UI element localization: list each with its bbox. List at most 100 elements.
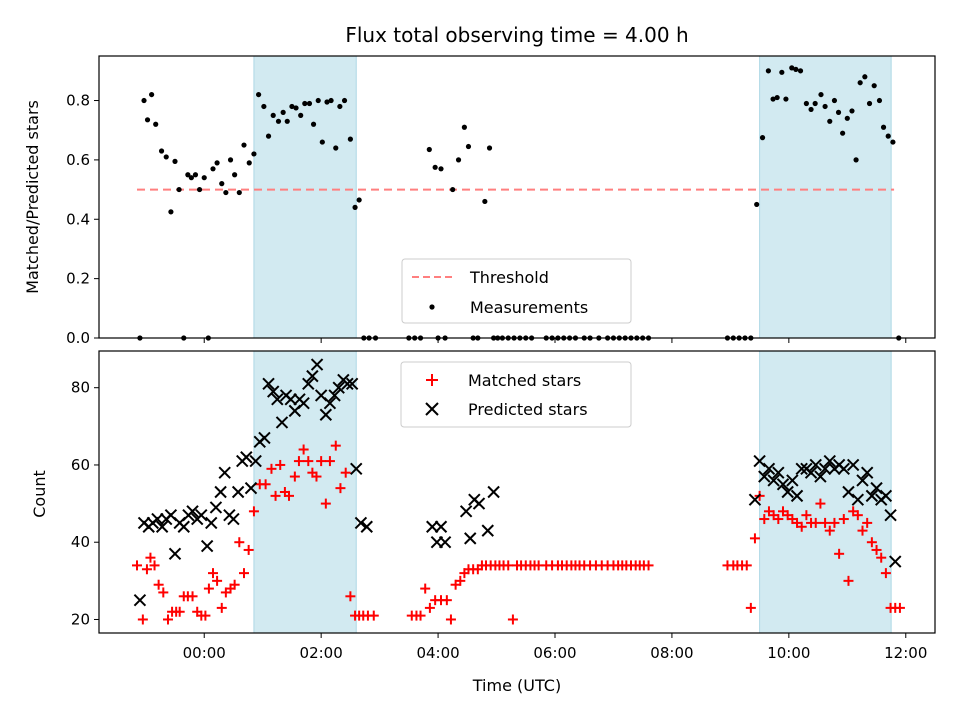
matched-star-point — [289, 471, 300, 482]
predicted-star-point — [434, 520, 448, 533]
x-tick-label: 02:00 — [300, 644, 343, 662]
x-tick-label: 00:00 — [183, 644, 226, 662]
ratio-y-axis-label: Matched/Predicted stars — [23, 100, 42, 294]
matched-star-point — [149, 560, 160, 571]
matched-star-point — [340, 467, 351, 478]
measurement-point — [827, 118, 833, 124]
counts-plot-frame — [98, 350, 936, 634]
measurement-point — [808, 106, 814, 113]
x-tick-label: 10:00 — [767, 644, 810, 662]
predicted-star-point — [297, 396, 310, 410]
predicted-star-point — [186, 505, 199, 518]
matched-star-point — [368, 610, 379, 621]
matched-star-point — [759, 514, 770, 525]
measurement-point — [328, 97, 334, 104]
predicted-star-point — [795, 462, 808, 476]
predicted-star-point — [360, 520, 373, 533]
measurement-point — [210, 166, 216, 172]
predicted-star-point — [823, 454, 836, 468]
matched-star-point — [801, 510, 812, 521]
measurement-point — [774, 94, 780, 101]
predicted-star-point — [879, 489, 893, 503]
x-tick-label: 06:00 — [533, 644, 576, 662]
measurement-point — [849, 108, 855, 114]
measurement-point — [347, 136, 353, 142]
matched-star-point — [843, 575, 854, 586]
predicted-star-point — [851, 493, 865, 506]
matched-star-point — [248, 506, 259, 517]
measurement-point — [754, 201, 760, 208]
matched-star-point — [820, 517, 831, 528]
chart-title: Flux total observing time = 4.00 h — [345, 23, 688, 47]
matched-star-point — [894, 602, 905, 613]
predicted-star-point — [865, 489, 879, 503]
predicted-star-point — [846, 458, 860, 472]
measurement-point — [482, 198, 488, 205]
matched-star-point — [303, 456, 314, 467]
measurement-point — [176, 186, 182, 193]
matched-star-point — [145, 552, 156, 563]
predicted-star-point — [889, 555, 902, 568]
predicted-star-point — [870, 481, 883, 495]
predicted-star-point — [856, 474, 869, 487]
measurement-point — [270, 112, 276, 118]
matched-star-point — [838, 514, 849, 525]
measurement-point — [192, 172, 199, 178]
predicted-star-point — [195, 508, 208, 522]
measurement-point — [196, 186, 203, 193]
predicted-star-point — [271, 393, 284, 406]
measurement-point — [341, 97, 348, 104]
counts-y-axis-label: Count — [30, 470, 49, 518]
measurement-point — [871, 83, 877, 89]
measurement-point — [241, 142, 247, 148]
ratio-panel: 0.00.20.40.60.8 Matched/Predicted stars … — [23, 55, 936, 347]
predicted-star-point — [275, 416, 289, 429]
measurement-point — [275, 118, 282, 124]
measurement-point — [866, 100, 873, 107]
measurement-point — [284, 118, 290, 124]
counts-legend: Matched stars Predicted stars — [400, 361, 632, 428]
measurement-point — [141, 97, 147, 104]
legend-measurements-label: Measurements — [470, 298, 588, 317]
predicted-star-point — [809, 458, 822, 472]
matched-star-point — [857, 525, 868, 536]
legend-matched-swatch — [426, 374, 438, 386]
measurement-point — [789, 65, 795, 71]
measurement-point — [232, 172, 238, 178]
predicted-star-point — [262, 377, 275, 391]
predicted-star-point — [240, 451, 253, 464]
predicted-star-point — [781, 485, 794, 499]
measurement-point — [779, 69, 785, 75]
measurement-point — [455, 157, 462, 163]
predicted-star-point — [487, 485, 500, 499]
measurement-point — [310, 121, 317, 127]
measurement-point — [352, 204, 358, 210]
predicted-star-point — [860, 466, 874, 479]
predicted-star-point — [244, 481, 258, 495]
measurement-point — [168, 209, 174, 215]
predicted-star-point — [227, 512, 240, 526]
measurement-point — [337, 103, 343, 110]
matched-star-point — [829, 517, 840, 528]
measurement-point — [201, 175, 207, 181]
predicted-star-point — [481, 524, 494, 537]
measurement-point — [289, 103, 295, 110]
matched-star-point — [643, 560, 654, 571]
measurement-point — [461, 124, 467, 130]
matched-star-point — [420, 583, 431, 594]
matched-star-point — [208, 568, 218, 579]
measurement-point — [153, 121, 159, 127]
predicted-star-point — [284, 393, 297, 406]
matched-star-point — [880, 568, 891, 579]
predicted-star-point — [302, 377, 315, 391]
measurement-point — [876, 97, 883, 104]
measurement-point — [214, 160, 220, 166]
predicted-star-point — [350, 462, 363, 476]
matched-star-point — [796, 521, 807, 532]
measurement-point — [306, 100, 313, 107]
measurement-point — [840, 130, 846, 136]
predicted-star-point — [231, 485, 245, 499]
predicted-star-point — [786, 474, 799, 487]
matched-star-point — [441, 595, 452, 606]
matched-star-point — [266, 463, 277, 474]
